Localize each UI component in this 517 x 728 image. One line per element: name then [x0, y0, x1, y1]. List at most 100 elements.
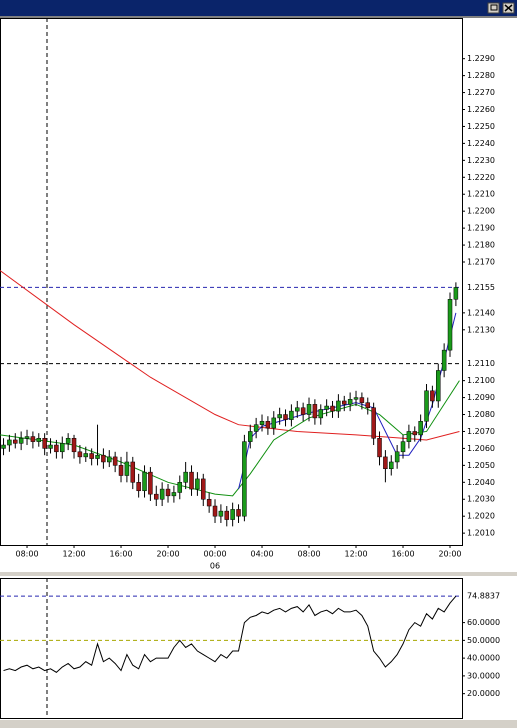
- y-tick-label: 1.2220: [467, 173, 495, 182]
- indicator-panel: [0, 578, 463, 719]
- candle-body: [89, 453, 94, 459]
- y-tick-label: 1.2060: [467, 444, 495, 453]
- candle-body: [60, 443, 65, 453]
- chart-layer: 1.2290 1.2280 1.2270 1.2260 1.2250 1.2240 1.22…: [0, 18, 516, 718]
- y-tick-label: 1.2180: [467, 241, 495, 250]
- restore-button[interactable]: [487, 2, 500, 14]
- candle-body: [13, 439, 18, 444]
- restore-icon: [490, 4, 498, 11]
- level-label-bg: [464, 591, 516, 602]
- x-tick-label: 08:00: [15, 550, 38, 559]
- x-tick-label: 20:00: [438, 550, 461, 559]
- level-label-bg: [464, 282, 516, 293]
- candle-body: [265, 421, 271, 429]
- plot-area: [0, 18, 462, 545]
- candle-body: [383, 456, 388, 469]
- candle-body: [130, 461, 136, 483]
- y-tick-label: 1.2210: [467, 190, 495, 199]
- candle-body: [347, 399, 353, 405]
- x-tick-label: 08:00: [297, 550, 320, 559]
- candle-body: [1, 444, 6, 449]
- candle-body: [394, 451, 400, 463]
- level-label: 1.2110: [467, 359, 495, 368]
- candle-body: [148, 471, 153, 495]
- candle-body: [101, 454, 106, 463]
- candle-body: [453, 287, 459, 300]
- candle-body: [236, 509, 241, 517]
- candle-body: [107, 456, 112, 463]
- close-icon: [504, 4, 513, 12]
- y-tick-label: 1.2240: [467, 139, 495, 148]
- date-label: 06: [210, 562, 220, 571]
- candle-body: [277, 414, 282, 419]
- y-tick-label: 1.2100: [467, 376, 495, 385]
- candle-body: [183, 471, 188, 483]
- candle-body: [377, 437, 382, 458]
- frame-edge: [0, 16, 517, 18]
- candle-body: [430, 390, 435, 402]
- candle-body: [201, 478, 206, 500]
- candle-body: [7, 439, 12, 446]
- x-tick-label: 16:00: [109, 550, 132, 559]
- candle-body: [248, 431, 253, 442]
- y-tick-label: 1.2010: [467, 529, 495, 538]
- y-tick-label: 1.2020: [467, 512, 495, 521]
- y-tick-label: 1.2170: [467, 258, 495, 267]
- candle-body: [406, 431, 412, 442]
- candle-body: [112, 456, 118, 466]
- candle-body: [224, 510, 230, 520]
- x-tick-label: 16:00: [391, 550, 414, 559]
- candle-body: [48, 444, 53, 449]
- candle-body: [336, 400, 341, 412]
- y-tick-label: 1.2250: [467, 122, 495, 131]
- candle-body: [271, 417, 277, 429]
- title-bar: [0, 0, 517, 16]
- candle-body: [142, 471, 147, 492]
- candle-body: [295, 407, 300, 412]
- candle-body: [24, 436, 30, 439]
- candle-body: [418, 421, 423, 436]
- candle-body: [77, 451, 83, 458]
- y-tick-label: 20.0000: [467, 689, 500, 698]
- y-tick-label: 1.2030: [467, 495, 495, 504]
- y-tick-label: 1.2260: [467, 105, 495, 114]
- indicator-line: [3, 595, 457, 673]
- candle-body: [230, 509, 235, 520]
- candle-body: [154, 493, 159, 500]
- candle-body: [242, 441, 247, 517]
- candle-body: [36, 437, 42, 442]
- candle-body: [371, 407, 376, 439]
- candle-body: [365, 402, 371, 408]
- candle-body: [159, 488, 165, 500]
- panel-splitter: [0, 572, 517, 576]
- y-tick-label: 30.0000: [467, 671, 500, 680]
- candle-body: [118, 465, 124, 476]
- y-tick-label: 1.2070: [467, 427, 495, 436]
- candle-body: [189, 471, 194, 490]
- candle-body: [306, 404, 312, 415]
- candle-body: [342, 400, 347, 405]
- y-tick-label: 60.0000: [467, 618, 500, 627]
- x-tick-label: 12:00: [344, 550, 367, 559]
- y-tick-label: 1.2090: [467, 393, 495, 402]
- candle-body: [436, 370, 441, 402]
- candle-body: [324, 405, 329, 410]
- candle-body: [253, 424, 259, 432]
- level-label-bg: [464, 358, 516, 369]
- candle-body: [389, 461, 394, 469]
- level-label: 1.2155: [467, 283, 495, 292]
- y-tick-label: 1.2080: [467, 410, 495, 419]
- candle-body: [318, 409, 324, 419]
- candle-body: [206, 498, 212, 507]
- y-tick-label: 1.2190: [467, 224, 495, 233]
- candle-body: [212, 505, 218, 517]
- candle-body: [18, 437, 24, 444]
- candle-body: [353, 397, 359, 400]
- candle-body: [400, 441, 406, 453]
- candle-body: [54, 444, 59, 453]
- candle-body: [83, 453, 89, 458]
- candle-body: [218, 510, 224, 517]
- candle-body: [259, 421, 265, 425]
- candle-body: [330, 405, 335, 412]
